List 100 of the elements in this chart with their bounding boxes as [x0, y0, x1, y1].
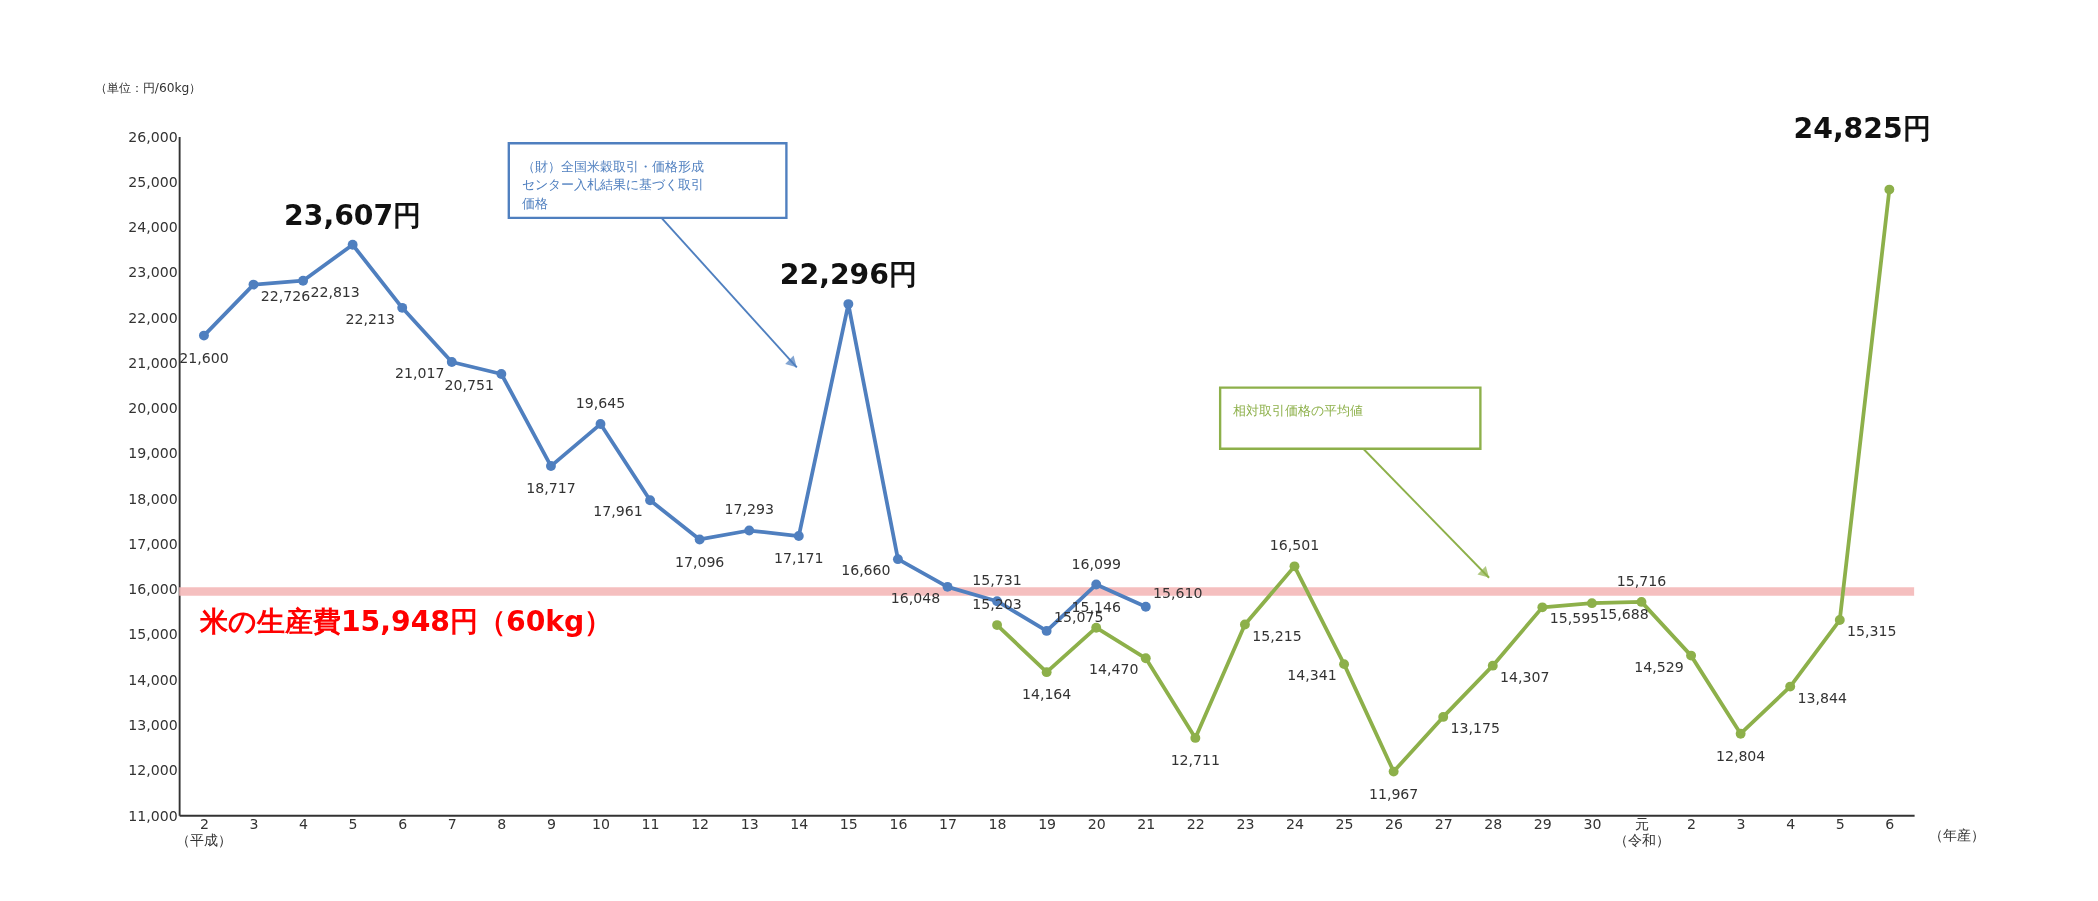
data-label: 20,751	[444, 377, 495, 394]
data-label: 12,804	[1715, 748, 1766, 765]
y-tick-label: 20,000	[128, 400, 178, 417]
data-label: 15,215	[1252, 627, 1302, 644]
point	[1388, 766, 1399, 777]
y-tick-label: 21,000	[128, 354, 178, 371]
x-tick-label: 11	[641, 816, 660, 833]
x-tick-label: 10	[591, 816, 610, 833]
point	[892, 554, 903, 565]
x-tick-label: 4	[299, 816, 309, 833]
y-tick-label: 13,000	[128, 717, 178, 734]
x-tick-label: 12	[691, 816, 710, 833]
x-tick-label: 14	[790, 816, 809, 833]
data-label: 16,501	[1269, 537, 1320, 554]
x-tick-label: 7	[447, 816, 457, 833]
x-tick-label: 27	[1434, 816, 1453, 833]
text: （財）全国米穀取引・価格形成センター入札結果に基づく取引価格	[522, 158, 704, 212]
x-tick-label: 15	[839, 816, 858, 833]
point	[595, 419, 606, 429]
x-tick-label: 18	[988, 816, 1007, 833]
y-tick-label: 23,000	[128, 264, 178, 281]
x-tick-label: 3	[249, 816, 259, 833]
point	[545, 461, 556, 471]
data-label: 16,099	[1071, 555, 1121, 572]
point	[1438, 711, 1449, 722]
point	[248, 279, 259, 290]
data-label: 18,717	[526, 480, 576, 497]
x-tick-label: 21	[1137, 816, 1156, 833]
data-label: 14,529	[1634, 658, 1684, 675]
data-label: 14,341	[1287, 667, 1337, 684]
x-tick-label: 5	[348, 816, 358, 833]
x-tick-label: 30	[1583, 816, 1602, 833]
annotation: 22,296円	[779, 258, 917, 292]
point	[1289, 561, 1300, 572]
point	[1140, 653, 1151, 664]
y-tick-label: 11,000	[128, 807, 178, 824]
data-label: 16,660	[841, 562, 891, 579]
data-label: 22,213	[345, 310, 395, 327]
x-tick-label: 9	[546, 816, 556, 833]
point	[1190, 732, 1201, 743]
data-label: 17,171	[774, 550, 824, 567]
data-label: 17,096	[674, 553, 725, 570]
point	[199, 330, 209, 341]
point	[1586, 598, 1597, 609]
x-tick-label: 17	[938, 816, 957, 833]
point	[992, 620, 1003, 631]
x-tick-label: 13	[740, 816, 759, 833]
x-tick-label: 3	[1736, 816, 1746, 833]
data-label: 15,595	[1549, 610, 1600, 627]
point	[446, 357, 457, 367]
x-tick-label: 22	[1186, 816, 1205, 833]
point	[347, 239, 358, 250]
point	[645, 495, 656, 506]
x-tick-label: 5	[1835, 816, 1845, 833]
point	[1834, 615, 1845, 625]
point	[744, 525, 755, 536]
x-tick-label: 20	[1087, 816, 1106, 833]
data-label: 21,017	[395, 365, 445, 381]
data-label: 15,716	[1616, 572, 1667, 589]
x-tick-label: 23	[1236, 816, 1255, 833]
x-tick-label: 28	[1484, 816, 1503, 833]
y-tick-label: 24,000	[128, 219, 178, 236]
data-label: 22,813	[310, 283, 360, 300]
x-tick-label: 25	[1335, 816, 1354, 833]
x-tick-label: 4	[1786, 816, 1796, 833]
point	[1339, 659, 1350, 670]
data-label: 17,961	[593, 503, 643, 520]
ref-line-label: 米の生産費15,948円（60kg）	[198, 604, 613, 638]
x-axis-title: （年産）	[1929, 827, 1986, 844]
x-tick-label: 29	[1533, 816, 1552, 833]
x-tick-label: 2（平成）	[176, 816, 233, 849]
y-axis-title: （単位：円/60kg）	[94, 80, 202, 95]
point	[1091, 579, 1102, 590]
point	[496, 369, 507, 379]
point	[1041, 667, 1052, 678]
data-label: 15,610	[1153, 585, 1203, 602]
point	[1537, 602, 1548, 613]
y-tick-label: 14,000	[128, 671, 178, 688]
x-tick-label: 16	[889, 816, 908, 833]
data-label: 15,731	[972, 572, 1022, 589]
y-tick-label: 17,000	[128, 535, 178, 552]
annotation: 24,825円	[1793, 112, 1931, 146]
data-label: 16,048	[890, 589, 941, 606]
x-tick-label: 2	[1687, 816, 1697, 833]
point	[1884, 184, 1895, 195]
x-tick-label: 24	[1285, 816, 1304, 833]
annotation: 23,607円	[284, 198, 422, 232]
y-tick-label: 25,000	[128, 173, 178, 190]
data-label: 12,711	[1170, 752, 1221, 769]
data-label: 14,470	[1089, 661, 1139, 678]
point	[942, 581, 953, 592]
point	[1686, 650, 1697, 661]
x-tick-label: 26	[1385, 816, 1404, 833]
data-label: 14,307	[1500, 668, 1550, 685]
y-tick-label: 16,000	[128, 581, 178, 598]
point	[298, 275, 309, 286]
point	[694, 534, 705, 545]
text: 相対取引価格の平均値	[1233, 402, 1364, 418]
data-label: 11,967	[1368, 785, 1419, 802]
y-tick-label: 19,000	[128, 445, 178, 462]
